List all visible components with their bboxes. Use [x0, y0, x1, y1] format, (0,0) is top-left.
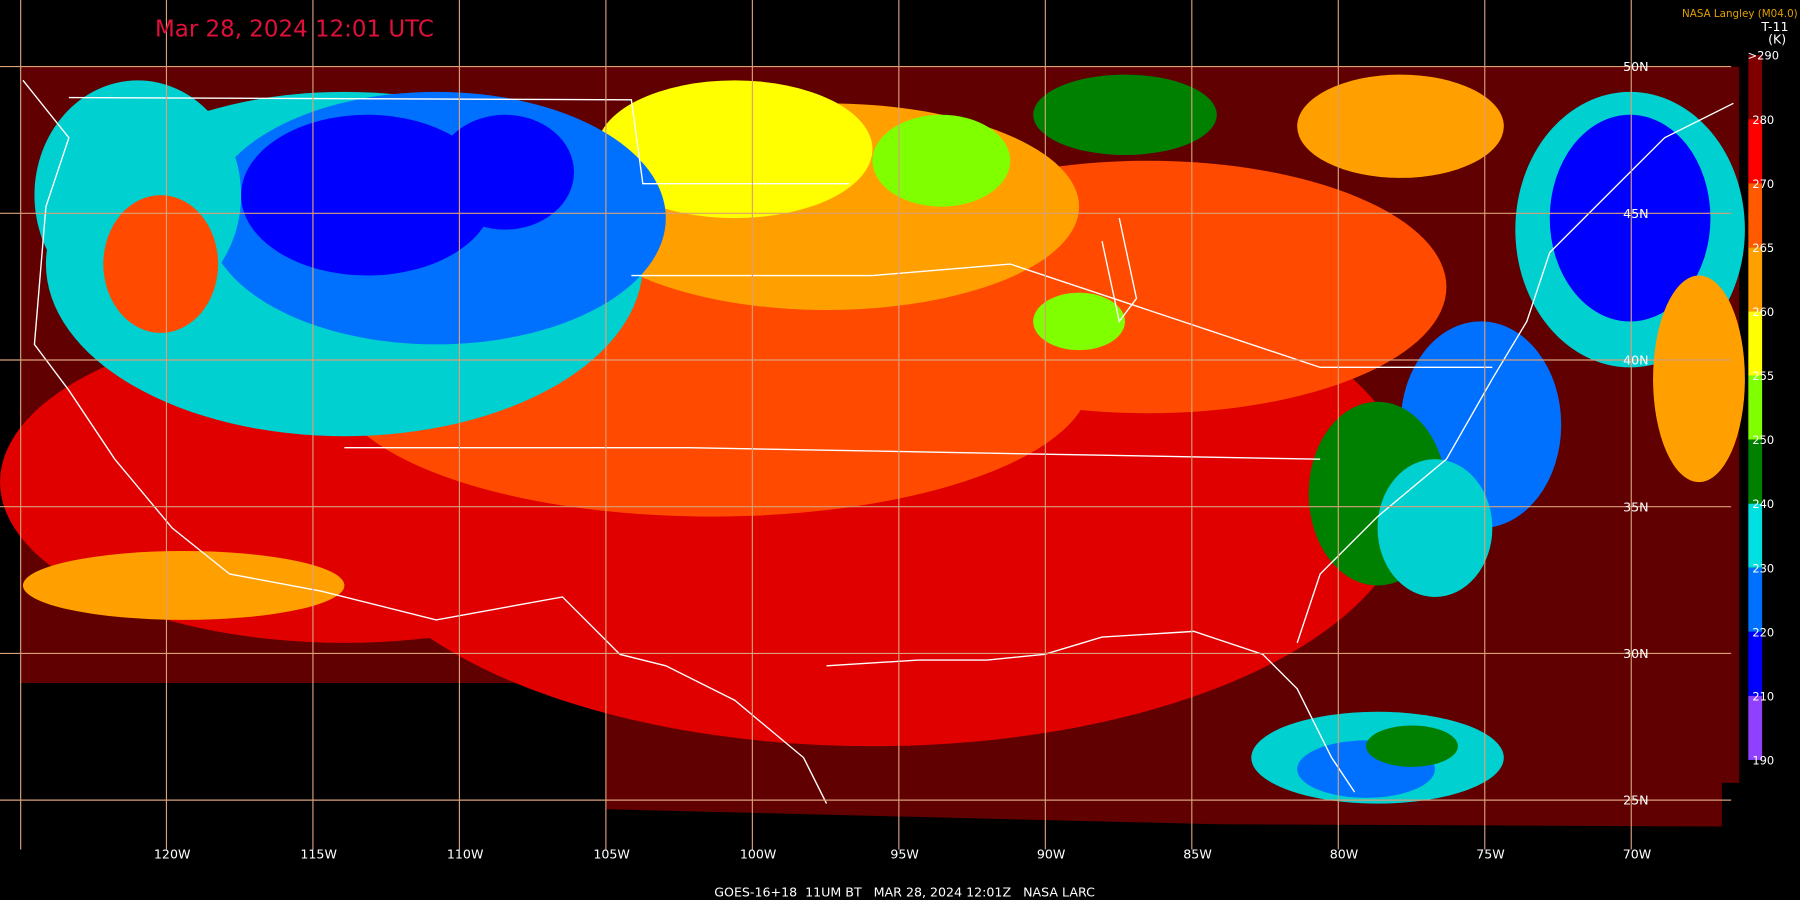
colorbar-segment — [1748, 311, 1763, 376]
colorbar-label: 255 — [1752, 369, 1774, 383]
longitude-label: 90W — [1037, 847, 1066, 862]
longitude-label: 100W — [740, 847, 777, 862]
colorbar-segment — [1748, 503, 1763, 568]
longitude-label: 75W — [1476, 847, 1505, 862]
coastline — [22, 79, 828, 804]
colorbar-segment — [1748, 695, 1763, 760]
colorbar-label: 250 — [1752, 433, 1774, 447]
latitude-label: 50N — [1623, 59, 1648, 74]
colorbar-label: 265 — [1752, 241, 1774, 255]
timestamp: Mar 28, 2024 12:01 UTC — [155, 17, 434, 43]
colorbar-segment — [1748, 119, 1763, 184]
longitude-label: 110W — [447, 847, 484, 862]
colorbar-label: 230 — [1752, 561, 1774, 575]
product: T-11 — [1760, 19, 1788, 34]
longitude-label: 120W — [154, 847, 191, 862]
unit: (K) — [1768, 32, 1786, 47]
colorbar-segment — [1748, 631, 1763, 696]
colorbar-segment — [1748, 439, 1763, 504]
east-coast — [1296, 102, 1734, 644]
imagery — [0, 66, 1745, 827]
latitude-label: 30N — [1623, 646, 1648, 661]
colorbar-segment — [1748, 247, 1763, 312]
colorbar-label: 270 — [1752, 177, 1774, 191]
colorbar-segment — [1748, 567, 1763, 632]
longitude-label: 95W — [890, 847, 919, 862]
colorbar-label: >290 — [1748, 49, 1779, 63]
colorbar-label: 190 — [1752, 754, 1774, 768]
latitude-label: 35N — [1623, 499, 1648, 514]
longitude-label: 70W — [1623, 847, 1652, 862]
gulf-coast — [826, 630, 1356, 793]
latitude-label: 40N — [1623, 353, 1648, 368]
footer: GOES-16+18 11UM BT MAR 28, 2024 12:01Z N… — [714, 885, 1095, 900]
border-north — [68, 96, 850, 185]
colorbar: >290 280 270 265 260 255 250 240 230 220 210 190 — [1748, 49, 1779, 768]
colorbar-segment — [1748, 183, 1763, 248]
longitude-label: 105W — [593, 847, 630, 862]
colorbar-label: 220 — [1752, 625, 1774, 639]
credit: NASA Langley (M04.0) — [1682, 8, 1798, 20]
colorbar-label: 280 — [1752, 113, 1774, 127]
lake — [1101, 217, 1138, 324]
latitude-label: 45N — [1623, 206, 1648, 221]
latitude-label: 25N — [1623, 793, 1648, 808]
longitude-label: 85W — [1183, 847, 1212, 862]
longitude-label: 115W — [300, 847, 337, 862]
colorbar-segment — [1748, 375, 1763, 440]
colorbar-label: 210 — [1752, 689, 1774, 703]
colorbar-segment — [1748, 55, 1763, 120]
colorbar-label: 240 — [1752, 497, 1774, 511]
graticule: 120W 115W 110W 105W 100W 95W 90W 85W 80W 75W 70W 50… — [0, 0, 1732, 862]
colorbar-label: 260 — [1752, 305, 1774, 319]
state-line — [631, 263, 1493, 369]
longitude-label: 80W — [1330, 847, 1359, 862]
